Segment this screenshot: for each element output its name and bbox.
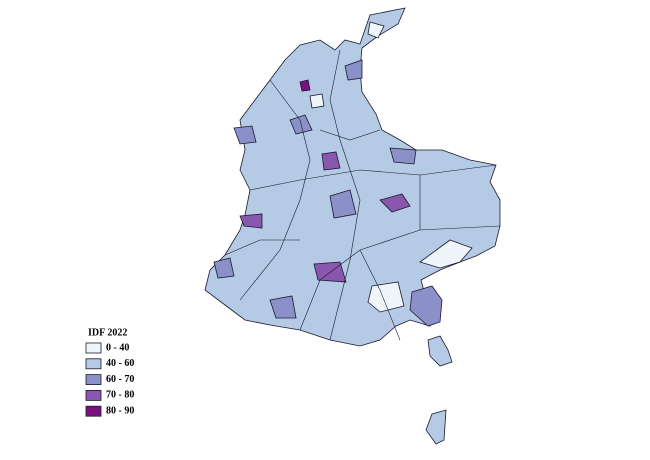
legend-swatch	[85, 405, 102, 417]
region	[389, 147, 417, 165]
legend-label: 70 - 80	[106, 390, 134, 401]
region	[299, 79, 311, 92]
region	[239, 213, 263, 229]
region	[427, 335, 453, 367]
legend-swatch	[85, 342, 102, 354]
region	[367, 21, 385, 39]
legend-label: 0 - 40	[106, 342, 129, 353]
region	[419, 239, 473, 269]
region	[379, 193, 411, 213]
legend-swatch	[85, 374, 102, 386]
region	[409, 285, 443, 327]
legend-label: 80 - 90	[106, 405, 134, 416]
legend-swatch	[85, 358, 102, 370]
region	[213, 257, 235, 279]
region	[269, 295, 297, 319]
region	[309, 93, 325, 109]
region	[367, 281, 405, 313]
region	[425, 409, 447, 445]
region	[321, 151, 341, 171]
legend-label: 60 - 70	[106, 374, 134, 385]
region	[329, 189, 357, 219]
region	[233, 125, 257, 145]
legend: 0 - 40 40 - 60 60 - 70 70 - 80 80 - 90	[85, 342, 134, 417]
border-line	[224, 49, 501, 341]
legend-title: IDF 2022	[88, 327, 127, 338]
region	[344, 59, 363, 81]
legend-swatch	[85, 389, 102, 401]
region	[313, 261, 347, 283]
legend-label: 40 - 60	[106, 358, 134, 369]
map-regions	[204, 7, 501, 445]
